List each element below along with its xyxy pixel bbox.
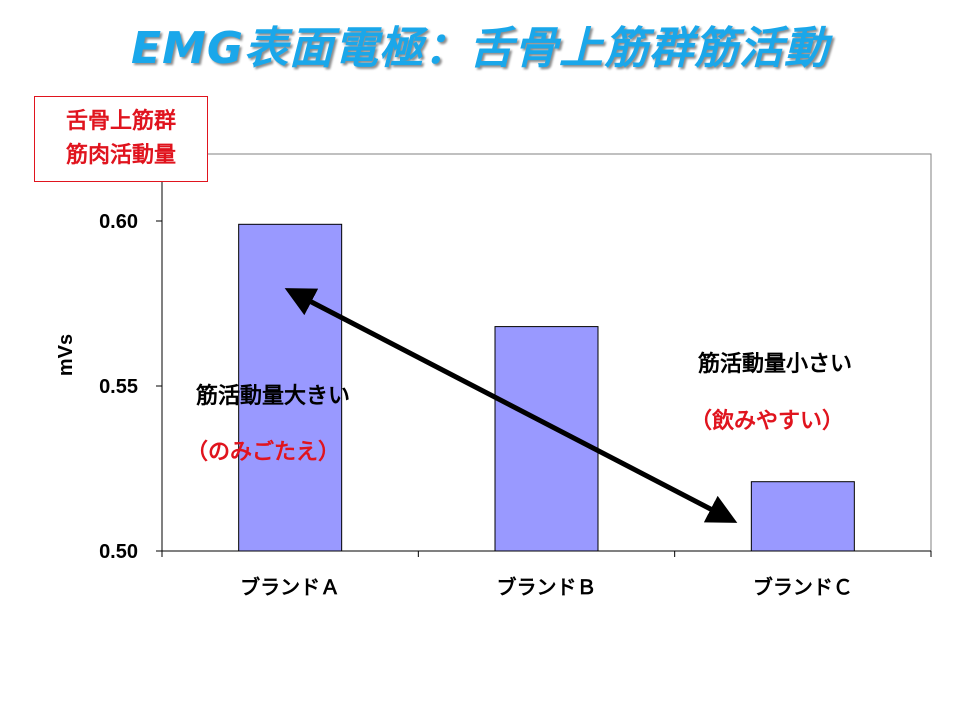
y-axis-unit: mVs <box>55 334 77 376</box>
low-activity-label: 筋活動量小さい <box>698 352 853 377</box>
x-tick-label: ブランドＡ <box>240 575 340 599</box>
y-axis-title-line-1: 舌骨上筋群 <box>65 109 176 134</box>
x-tick-label: ブランドＣ <box>753 575 853 599</box>
x-tick-label: ブランドＢ <box>497 575 597 599</box>
y-axis-title-line-2: 筋肉活動量 <box>65 143 176 168</box>
y-tick-label: 0.55 <box>99 376 138 398</box>
y-tick-label: 0.50 <box>99 541 138 563</box>
high-activity-note: （のみごたえ） <box>186 440 341 465</box>
high-activity-label: 筋活動量大きい <box>196 384 351 409</box>
bar-2 <box>494 326 599 552</box>
slide-title: EMG表面電極：舌骨上筋群筋活動 <box>131 23 829 74</box>
low-activity-note: （飲みやすい） <box>690 409 845 434</box>
y-axis-title-box: 舌骨上筋群 筋肉活動量 <box>34 96 208 182</box>
comparison-arrow <box>284 288 738 523</box>
y-tick-label: 0.60 <box>99 211 138 233</box>
bar-3 <box>750 481 855 552</box>
